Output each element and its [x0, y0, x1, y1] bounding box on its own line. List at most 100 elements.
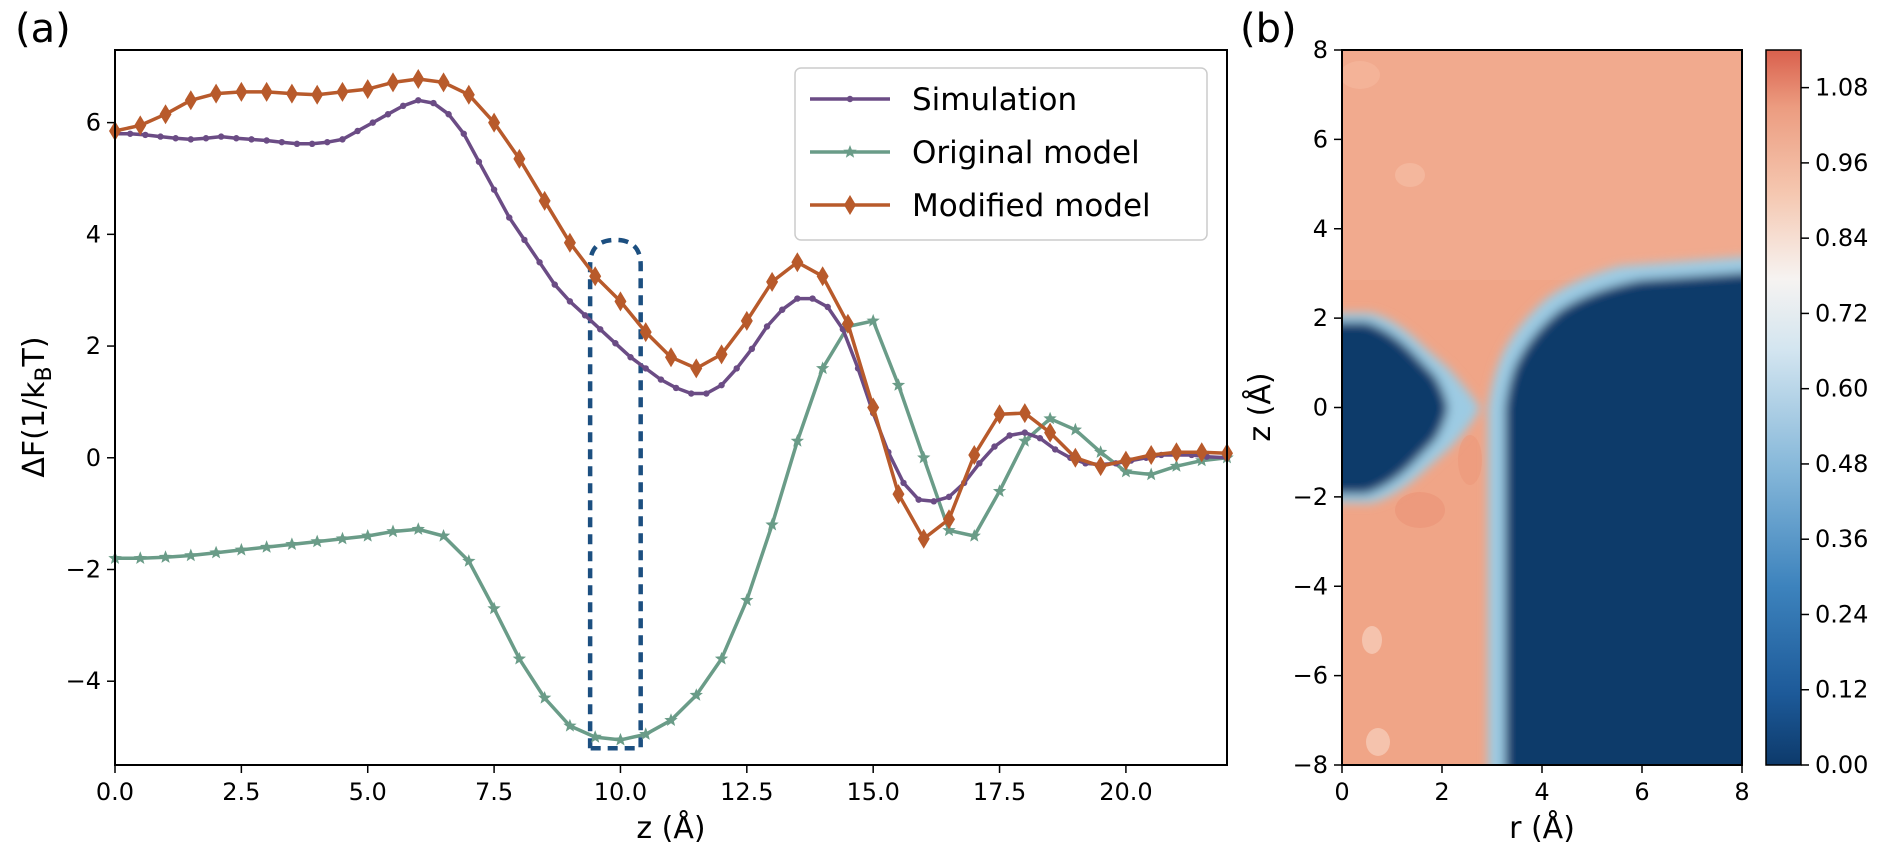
data-point-modified-model: [1069, 447, 1082, 468]
heat-y-tick-label: −4: [1293, 572, 1328, 600]
colorbar-frame: [1765, 49, 1802, 766]
highlight-dashed-box: [587, 237, 643, 751]
data-point-original-model: [1043, 411, 1057, 425]
data-point-simulation: [415, 97, 422, 104]
y-tick-label: 2: [86, 332, 101, 360]
data-point-simulation: [308, 140, 316, 148]
heat-x-tick-label: 8: [1734, 778, 1749, 806]
colorbar-ticks: 0.00 0.12 0.24 0.36 0.48 0.60 0.72 0.84 0.96 1.08: [1801, 74, 1868, 779]
data-point-simulation: [566, 298, 574, 305]
data-point-modified-model: [437, 72, 450, 93]
x-tick-label: 15.0: [846, 778, 899, 806]
x-tick-label: 17.5: [973, 778, 1026, 806]
data-point-original-model: [260, 540, 274, 553]
data-point-original-model: [664, 713, 678, 726]
y-axis-ticks: −4 −2 0 2 4 6: [66, 109, 115, 695]
y-tick-label: −4: [66, 667, 101, 695]
data-point-simulation: [551, 281, 558, 288]
data-point-modified-model: [134, 115, 147, 136]
data-point-original-model: [335, 531, 350, 545]
data-point-simulation: [324, 138, 331, 146]
data-point-modified-model: [917, 528, 930, 549]
data-point-simulation: [597, 326, 604, 333]
data-point-modified-model: [1044, 422, 1057, 443]
colorbar-tick-label: 0.48: [1815, 450, 1868, 478]
data-point-modified-model: [235, 81, 248, 102]
series-group: [108, 69, 1234, 746]
data-point-simulation: [627, 354, 634, 361]
legend-label-simulation: Simulation: [912, 82, 1077, 118]
data-point-simulation: [900, 479, 907, 487]
data-point-simulation: [521, 236, 528, 244]
highlight-box: [587, 237, 643, 751]
data-point-modified-model: [361, 79, 374, 100]
data-point-original-model: [411, 522, 425, 535]
data-point-modified-model: [538, 190, 551, 211]
heat-x-ticks: 0 2 4 6 8: [1334, 765, 1750, 806]
data-point-original-model: [816, 361, 830, 375]
data-point-modified-model: [336, 81, 349, 102]
data-point-simulation: [612, 340, 619, 347]
data-point-simulation: [126, 130, 134, 137]
colorbar-tick-label: 0.24: [1815, 600, 1868, 628]
data-point-simulation: [384, 111, 392, 118]
heat-y-tick-label: 0: [1313, 394, 1328, 422]
data-point-original-model: [209, 545, 223, 559]
y-label-text: ΔF(1/k: [17, 381, 52, 478]
y-tick-label: 4: [86, 220, 101, 248]
data-point-modified-model: [311, 84, 324, 105]
data-point-simulation: [794, 295, 801, 302]
data-point-original-model: [689, 688, 703, 701]
line-chart-panel: 0.0 2.5 5.0 7.5 10.0 12.5 15.0 17.5 20.0 −4 −2 0 2 4…: [17, 49, 1234, 846]
data-point-modified-model: [387, 72, 399, 93]
data-point-original-model: [462, 554, 476, 567]
data-point-modified-model: [1094, 456, 1107, 477]
data-point-modified-model: [1170, 442, 1183, 463]
data-point-simulation: [642, 365, 649, 372]
x-tick-label: 10.0: [594, 778, 647, 806]
heat-x-axis-label: r (Å): [1509, 810, 1575, 846]
colorbar-tick-label: 1.08: [1815, 74, 1868, 102]
data-point-modified-model: [1018, 403, 1031, 424]
data-point-modified-model: [184, 90, 197, 111]
data-point-simulation: [202, 135, 210, 142]
data-point-modified-model: [715, 344, 728, 365]
colorbar-tick-label: 0.72: [1815, 299, 1868, 327]
x-tick-label: 0.0: [96, 778, 134, 806]
heat-x-tick-label: 2: [1434, 778, 1449, 806]
colorbar: [1766, 50, 1801, 765]
legend-label-original-model: Original model: [912, 135, 1140, 171]
data-point-simulation: [581, 312, 589, 319]
data-point-modified-model: [210, 83, 223, 104]
colorbar-tick-label: 0.96: [1815, 149, 1868, 177]
data-point-simulation: [339, 136, 346, 143]
data-point-modified-model: [639, 322, 652, 343]
colorbar-tick-label: 0.84: [1815, 224, 1868, 252]
legend-marker-original-model: [843, 145, 857, 158]
data-point-simulation: [460, 130, 467, 137]
data-point-simulation: [779, 306, 786, 313]
series-modified-model: [109, 69, 1233, 549]
x-axis-ticks: 0.0 2.5 5.0 7.5 10.0 12.5 15.0 17.5 20.0: [96, 765, 1153, 806]
heat-texture: [1458, 435, 1482, 485]
heat-low-regions: [1342, 256, 1742, 765]
data-point-simulation: [915, 496, 922, 503]
y-tick-label: 6: [86, 109, 101, 137]
heat-y-axis-label: z (Å): [1242, 372, 1278, 441]
data-point-original-model: [563, 718, 577, 732]
data-point-original-model: [361, 529, 375, 542]
data-point-simulation: [369, 119, 376, 126]
data-point-modified-model: [488, 112, 501, 133]
data-point-original-model: [1119, 464, 1133, 478]
data-point-original-model: [1094, 445, 1108, 458]
data-point-original-model: [891, 378, 906, 391]
data-point-simulation: [809, 295, 816, 302]
heat-x-tick-label: 6: [1634, 778, 1649, 806]
heat-y-tick-label: −6: [1293, 662, 1328, 690]
data-point-original-model: [512, 651, 526, 665]
colorbar-tick-label: 0.60: [1815, 375, 1868, 403]
data-point-modified-model: [614, 291, 627, 312]
panel-a-label: (a): [15, 6, 71, 52]
data-point-simulation: [718, 381, 725, 389]
data-point-simulation: [475, 158, 483, 165]
